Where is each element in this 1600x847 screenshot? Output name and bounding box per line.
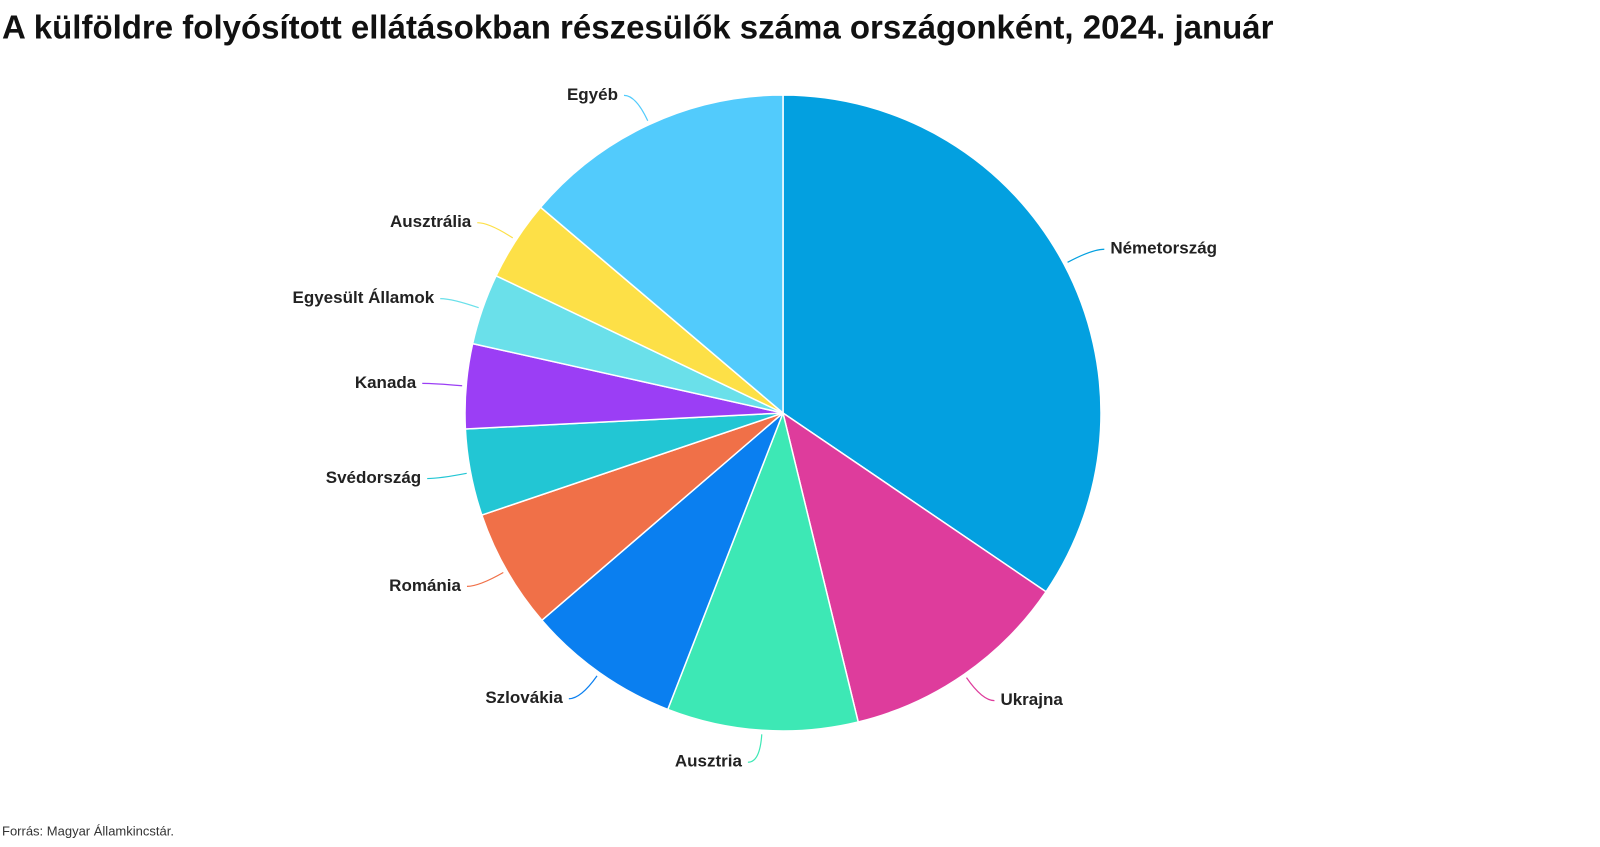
leader-line — [466, 572, 504, 588]
leader-line — [623, 94, 649, 122]
slice-label: Ausztrália — [390, 212, 472, 231]
leader-line — [966, 677, 995, 702]
slice-label: Egyesült Államok — [293, 288, 435, 307]
leader-line — [747, 734, 763, 763]
leader-line — [422, 382, 463, 387]
pie-slice — [666, 410, 860, 732]
leader-line — [1067, 248, 1105, 263]
slice-label: Szlovákia — [485, 688, 563, 707]
slice-label: Ukrajna — [1000, 690, 1063, 709]
pie-slice — [781, 411, 1048, 723]
pie-slice — [480, 412, 784, 622]
slice-label: Románia — [389, 576, 461, 595]
slice-label: Egyéb — [567, 85, 618, 104]
pie-slice — [540, 412, 784, 711]
pie-slice — [782, 94, 1102, 593]
leader-line — [568, 675, 598, 700]
pie-slice — [539, 94, 784, 415]
slice-label: Svédország — [326, 468, 421, 487]
leader-line — [477, 222, 514, 239]
chart-title: A külföldre folyósított ellátásokban rés… — [2, 9, 1274, 46]
slice-label: Ausztria — [675, 752, 743, 771]
leader-line — [440, 297, 479, 309]
leader-line — [427, 472, 467, 480]
source-note: Forrás: Magyar Államkincstár. — [2, 823, 174, 838]
slice-label: Kanada — [355, 373, 417, 392]
slice-label: Németország — [1110, 239, 1217, 258]
